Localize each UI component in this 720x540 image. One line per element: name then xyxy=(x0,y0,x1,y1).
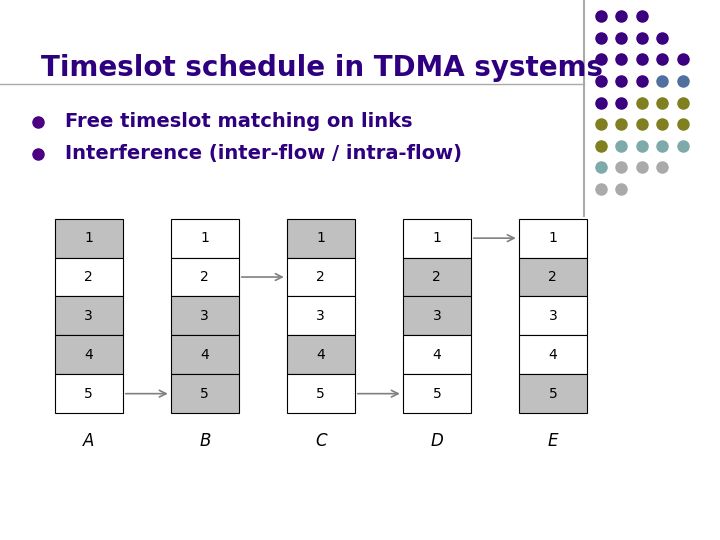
Text: 1: 1 xyxy=(549,231,557,245)
Bar xyxy=(518,374,587,413)
Bar xyxy=(402,374,471,413)
Text: Interference (inter-flow / intra-flow): Interference (inter-flow / intra-flow) xyxy=(65,144,462,164)
Text: 5: 5 xyxy=(316,387,325,401)
Text: 2: 2 xyxy=(549,270,557,284)
Bar xyxy=(55,219,123,258)
Text: 3: 3 xyxy=(200,309,209,323)
Text: 5: 5 xyxy=(549,387,557,401)
Text: Timeslot schedule in TDMA systems: Timeslot schedule in TDMA systems xyxy=(41,54,603,82)
Bar xyxy=(287,335,355,374)
Bar xyxy=(171,258,239,296)
Text: 2: 2 xyxy=(84,270,93,284)
Text: 1: 1 xyxy=(316,231,325,245)
Text: 3: 3 xyxy=(433,309,441,323)
Text: D: D xyxy=(431,432,444,450)
Bar xyxy=(402,335,471,374)
Bar xyxy=(171,296,239,335)
Bar xyxy=(518,296,587,335)
Bar xyxy=(518,258,587,296)
Text: 4: 4 xyxy=(316,348,325,362)
Text: 2: 2 xyxy=(433,270,441,284)
Bar xyxy=(55,296,123,335)
Bar xyxy=(55,335,123,374)
Bar xyxy=(518,335,587,374)
Bar xyxy=(518,219,587,258)
Text: 3: 3 xyxy=(316,309,325,323)
Bar xyxy=(287,219,355,258)
Text: 1: 1 xyxy=(433,231,441,245)
Text: 4: 4 xyxy=(84,348,93,362)
Bar xyxy=(55,374,123,413)
Text: B: B xyxy=(199,432,210,450)
Text: 5: 5 xyxy=(84,387,93,401)
Text: 1: 1 xyxy=(84,231,93,245)
Text: E: E xyxy=(548,432,558,450)
Bar xyxy=(402,258,471,296)
Bar xyxy=(287,258,355,296)
Bar xyxy=(402,219,471,258)
Bar xyxy=(287,374,355,413)
Bar xyxy=(171,335,239,374)
Text: 5: 5 xyxy=(200,387,209,401)
Text: 3: 3 xyxy=(549,309,557,323)
Text: 1: 1 xyxy=(200,231,210,245)
Bar xyxy=(287,296,355,335)
Text: 4: 4 xyxy=(433,348,441,362)
Bar xyxy=(171,219,239,258)
Text: A: A xyxy=(83,432,94,450)
Text: 3: 3 xyxy=(84,309,93,323)
Text: Free timeslot matching on links: Free timeslot matching on links xyxy=(65,112,413,131)
Text: C: C xyxy=(315,432,327,450)
Text: 4: 4 xyxy=(200,348,209,362)
Text: 2: 2 xyxy=(200,270,209,284)
Bar xyxy=(55,258,123,296)
Text: 2: 2 xyxy=(316,270,325,284)
Text: 5: 5 xyxy=(433,387,441,401)
Bar xyxy=(402,296,471,335)
Text: 4: 4 xyxy=(549,348,557,362)
Bar xyxy=(171,374,239,413)
